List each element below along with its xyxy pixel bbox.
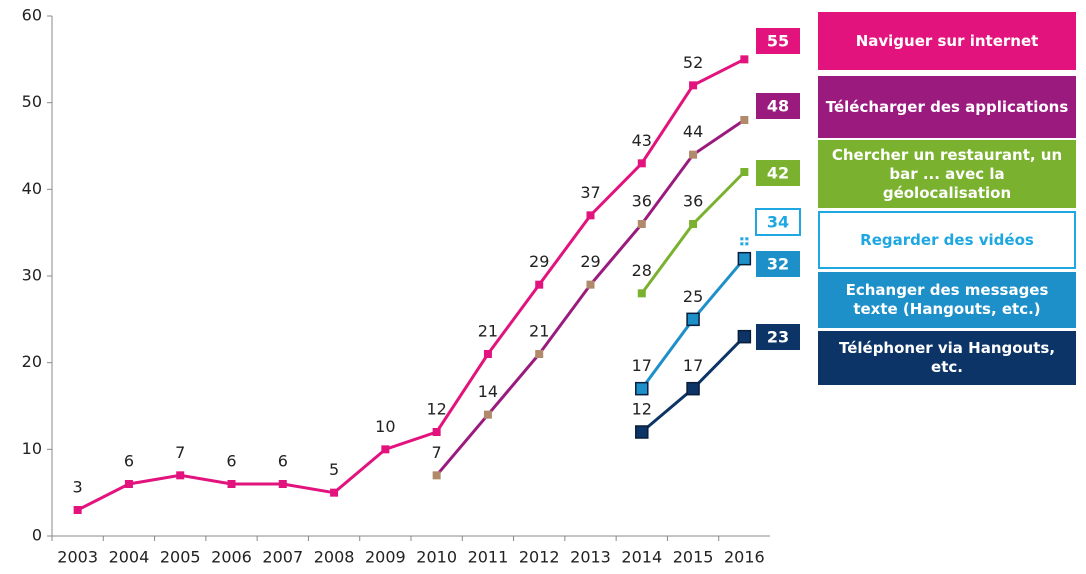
marker [737,329,752,344]
x-tick-label: 2004 [109,548,150,567]
legend-entry: Naviguer sur internet [818,12,1076,70]
data-label: 12 [426,400,446,419]
data-label: 17 [683,356,703,375]
y-tick-label: 0 [32,526,42,545]
data-label: 25 [683,287,703,306]
data-label: 10 [375,417,395,436]
marker [227,480,236,488]
x-tick-label: 2003 [57,548,98,567]
marker [686,312,700,327]
data-label: 12 [632,400,652,419]
x-tick-label: 2010 [416,548,457,567]
data-label: 14 [478,382,498,401]
y-tick-label: 50 [22,92,42,111]
marker [535,280,544,289]
end-label: 34 [767,213,789,232]
marker [689,150,698,159]
x-tick-label: 2012 [519,548,560,567]
end-label: 48 [767,97,789,116]
x-tick-label: 2014 [621,548,662,567]
x-tick-label: 2011 [468,548,509,567]
marker [637,220,646,228]
marker [637,289,646,298]
data-label: 7 [175,443,185,462]
data-label: 37 [580,183,600,202]
marker [535,350,544,358]
data-label: 43 [632,131,652,150]
marker [740,55,749,64]
data-label: 28 [632,261,652,280]
end-label-box [756,324,800,350]
y-tick-label: 60 [22,6,42,25]
y-tick-label: 30 [22,266,42,285]
x-tick-label: 2006 [211,548,252,567]
x-tick-label: 2009 [365,548,406,567]
data-label: 29 [580,252,600,271]
marker [689,81,698,90]
end-label-box [756,251,800,277]
end-label-box [755,208,801,236]
legend-entry: Télécharger des applications [818,76,1076,138]
x-tick-label: 2016 [724,548,765,567]
end-label: 42 [767,164,789,183]
legend-entry: Regarder des vidéos [818,211,1076,269]
data-label: 21 [478,322,498,341]
marker [432,471,441,480]
marker [586,211,595,220]
y-tick-label: 20 [22,352,42,371]
marker [176,471,185,480]
data-label: 44 [683,122,703,141]
x-tick-label: 2015 [673,548,714,567]
x-tick-label: 2013 [570,548,611,567]
series-line [76,57,746,512]
x-tick-label: 2008 [314,548,355,567]
end-label-box [756,160,800,186]
marker [635,425,649,439]
data-label: 36 [683,192,703,211]
legend-entry: Echanger des messages texte (Hangouts, e… [818,272,1076,328]
marker [686,381,700,396]
marker [740,168,749,176]
marker [381,445,390,454]
marker [278,480,287,488]
marker [73,506,82,514]
marker [124,480,133,488]
y-tick-label: 40 [22,179,42,198]
marker [635,381,649,396]
marker [432,428,441,436]
data-label: 6 [226,452,236,471]
data-label: 7 [432,443,442,462]
marker [689,220,698,228]
end-label-box [756,93,800,119]
data-label: 3 [73,478,83,497]
end-label: 23 [767,328,789,347]
marker [737,251,752,266]
x-tick-label: 2007 [262,548,303,567]
legend-entry: Chercher un restaurant, un bar ... avec … [818,140,1076,208]
marker [483,410,492,419]
end-label-box [756,28,800,54]
marker [330,488,339,497]
data-label: 6 [124,452,134,471]
marker [483,350,492,358]
data-label: 5 [329,460,339,479]
data-label: 29 [529,252,549,271]
marker [586,280,595,289]
data-label: 21 [529,322,549,341]
legend-entry: Téléphoner via Hangouts, etc. [818,331,1076,385]
marker [740,116,749,124]
data-label: 17 [632,356,652,375]
data-label: 52 [683,53,703,72]
y-tick-label: 10 [22,439,42,458]
data-label: 36 [632,192,652,211]
data-label: 6 [278,452,288,471]
marker [637,159,646,168]
end-label: 32 [767,255,789,274]
x-tick-label: 2005 [160,548,201,567]
end-label: 55 [767,32,789,51]
